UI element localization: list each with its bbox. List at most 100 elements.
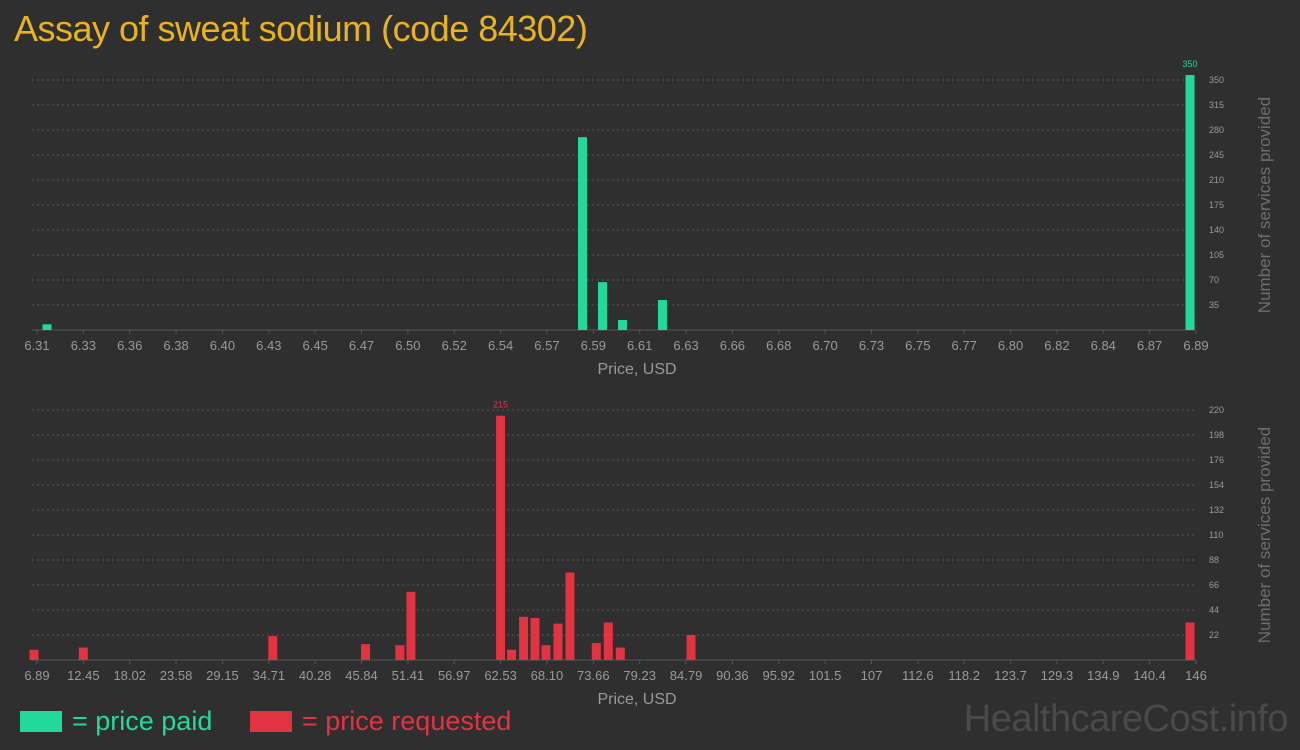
requested-ytick-label: 66 [1209,580,1219,590]
requested-xtick-label: 18.02 [113,668,146,683]
requested-xtick-label: 101.5 [809,668,842,683]
paid-bar [578,137,588,330]
requested-xtick-label: 112.6 [902,668,934,683]
requested-xtick-label: 34.71 [253,668,286,683]
paid-xtick-label: 6.54 [488,338,513,353]
paid-xtick-label: 6.80 [998,338,1023,353]
paid-ytick-label: 35 [1209,300,1219,310]
requested-bar [361,644,371,660]
paid-xtick-label: 6.82 [1044,338,1069,353]
requested-xtick-label: 95.92 [762,668,795,683]
requested-bar [530,617,540,660]
requested-bar [565,572,575,660]
requested-xtick-label: 23.58 [160,668,193,683]
requested-bar [686,635,696,660]
paid-xtick-label: 6.57 [534,338,559,353]
paid-y-axis-label: Number of services provided [1255,97,1274,313]
requested-xtick-label: 45.84 [345,668,378,683]
requested-xtick-label: 29.15 [206,668,239,683]
paid-bar [598,282,608,330]
requested-bar [615,647,625,660]
chart-title: Assay of sweat sodium (code 84302) [14,8,588,49]
requested-bar [496,415,506,660]
paid-xtick-label: 6.43 [256,338,281,353]
paid-ytick-label: 210 [1209,175,1224,185]
requested-xtick-label: 118.2 [948,668,980,683]
requested-bar [603,622,613,660]
paid-bar [42,324,52,330]
requested-xtick-label: 129.3 [1041,668,1074,683]
paid-xtick-label: 6.70 [812,338,837,353]
requested-bar [507,649,517,660]
requested-xtick-label: 73.66 [577,668,610,683]
legend-requested-label: = price requested [302,705,512,736]
paid-xtick-label: 6.61 [627,338,652,353]
requested-bar [553,623,563,660]
requested-xtick-label: 134.9 [1087,668,1120,683]
paid-xtick-label: 6.77 [952,338,977,353]
watermark: HealthcareCost.info [963,698,1289,740]
paid-ytick-label: 245 [1209,150,1224,160]
paid-bar [1185,75,1195,330]
legend-paid-swatch [20,710,62,732]
requested-xtick-label: 68.10 [531,668,564,683]
requested-bar [268,636,278,660]
paid-xtick-label: 6.89 [1183,338,1208,353]
paid-peak-label: 350 [1182,59,1197,69]
requested-bar [591,642,601,660]
requested-xtick-label: 107 [861,668,883,683]
requested-bar [78,647,88,660]
paid-ytick-label: 70 [1209,275,1219,285]
requested-ytick-label: 176 [1209,455,1224,465]
price-paid-chart: 35 70 105 140 175 210 245 280 315 350 6.31 6.33 6.36… [24,59,1274,378]
legend-paid-label: = price paid [72,705,213,736]
paid-bar [617,320,627,330]
paid-xtick-label: 6.50 [395,338,420,353]
paid-xtick-label: 6.45 [303,338,328,353]
legend-requested-swatch [250,710,292,732]
paid-xtick-label: 6.66 [720,338,745,353]
paid-ytick-label: 140 [1209,225,1224,235]
paid-xtick-label: 6.31 [24,338,49,353]
paid-ytick-label: 280 [1209,125,1224,135]
paid-xtick-label: 6.68 [766,338,791,353]
requested-y-axis-label: Number of services provided [1255,427,1274,643]
requested-xtick-label: 90.36 [716,668,749,683]
paid-xtick-label: 6.75 [905,338,930,353]
price-requested-chart: 22 44 66 88 110 132 154 176 198 220 6.89 12.45 18.02… [24,400,1274,708]
requested-xtick-label: 40.28 [299,668,332,683]
paid-x-axis-label: Price, USD [597,361,676,378]
paid-ytick-label: 315 [1209,100,1224,110]
paid-xtick-label: 6.52 [442,338,467,353]
requested-bar [406,591,416,660]
requested-ytick-label: 44 [1209,605,1219,615]
requested-xtick-label: 62.53 [484,668,517,683]
requested-xtick-label: 56.97 [438,668,471,683]
legend-requested: = price requested [250,704,511,738]
paid-xtick-label: 6.59 [581,338,606,353]
requested-ytick-label: 132 [1209,505,1224,515]
requested-xtick-label: 51.41 [392,668,425,683]
paid-bar [657,300,667,330]
requested-ytick-label: 198 [1209,430,1224,440]
requested-bar [541,645,551,660]
paid-xtick-label: 6.40 [210,338,235,353]
requested-ytick-label: 220 [1209,405,1224,415]
paid-ytick-label: 350 [1209,75,1224,85]
paid-xtick-label: 6.63 [673,338,698,353]
requested-xtick-label: 84.79 [670,668,703,683]
paid-xtick-label: 6.87 [1137,338,1162,353]
legend-paid: = price paid [20,704,212,738]
paid-ytick-label: 105 [1209,250,1224,260]
paid-xtick-label: 6.73 [859,338,884,353]
requested-xtick-label: 146 [1185,668,1207,683]
requested-xtick-label: 123.7 [994,668,1027,683]
requested-bar [395,645,405,660]
requested-xtick-label: 140.4 [1133,668,1166,683]
requested-ytick-label: 22 [1209,630,1219,640]
requested-bar [519,616,529,660]
requested-bar [1185,622,1195,660]
paid-ytick-label: 175 [1209,200,1224,210]
requested-ytick-label: 154 [1209,480,1224,490]
requested-xtick-label: 12.45 [67,668,100,683]
